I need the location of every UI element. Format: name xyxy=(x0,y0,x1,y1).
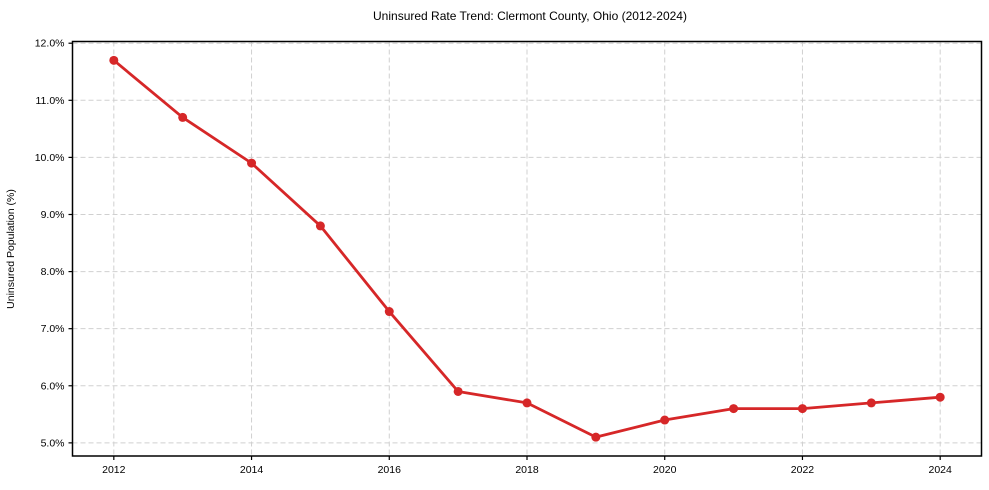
y-tick-label: 6.0% xyxy=(41,380,65,392)
data-series xyxy=(109,55,945,442)
data-point-2020 xyxy=(660,415,670,425)
data-point-2022 xyxy=(797,404,807,414)
x-tick-label: 2020 xyxy=(653,464,677,476)
x-tick-label: 2018 xyxy=(515,464,539,476)
y-tick-label: 9.0% xyxy=(41,209,65,221)
y-tick-label: 7.0% xyxy=(41,323,65,335)
data-point-2023 xyxy=(866,398,876,408)
y-tick-label: 10.0% xyxy=(35,152,65,164)
data-point-2014 xyxy=(247,158,257,168)
data-point-2013 xyxy=(178,112,188,122)
y-tick-label: 11.0% xyxy=(36,95,65,107)
y-tick-label: 12.0% xyxy=(35,38,65,50)
chart-title: Uninsured Rate Trend: Clermont County, O… xyxy=(373,9,687,23)
data-point-2015 xyxy=(315,221,325,231)
y-axis-title: Uninsured Population (%) xyxy=(5,189,17,309)
gridlines xyxy=(72,41,982,456)
y-tick-label: 8.0% xyxy=(41,266,65,278)
x-tick-label: 2024 xyxy=(929,464,953,476)
axis-ticks xyxy=(68,42,941,460)
data-point-2016 xyxy=(384,307,394,317)
tick-labels: 5.0% 6.0% 7.0% 8.0% 9.0% 10.0% 11.0% 12.0% 2012 2… xyxy=(35,38,952,476)
data-point-2018 xyxy=(522,398,532,408)
data-point-2019 xyxy=(591,432,601,442)
y-tick-label: 5.0% xyxy=(41,437,65,449)
plot-border xyxy=(71,40,983,457)
data-point-2024 xyxy=(935,392,945,402)
x-tick-label: 2012 xyxy=(102,464,126,476)
x-tick-label: 2014 xyxy=(240,464,264,476)
data-point-2017 xyxy=(453,386,463,396)
data-point-2021 xyxy=(729,404,739,414)
x-tick-label: 2022 xyxy=(791,464,815,476)
x-tick-label: 2016 xyxy=(378,464,402,476)
data-point-2012 xyxy=(109,55,119,65)
